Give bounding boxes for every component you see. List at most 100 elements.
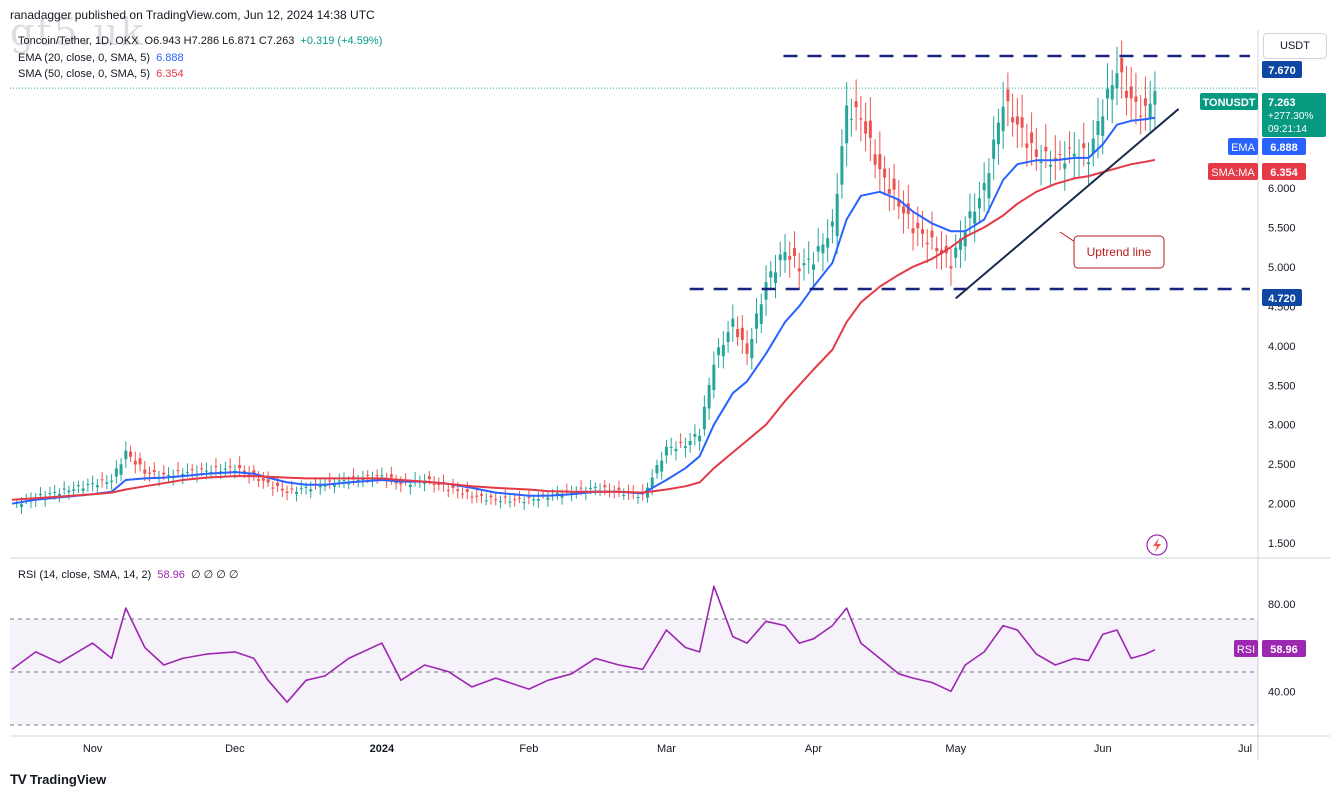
candle-body (593, 486, 597, 488)
candle-body (204, 470, 208, 472)
candle-body (1015, 116, 1019, 125)
candle-body (1148, 103, 1152, 118)
y-tick-label: 6.000 (1268, 183, 1296, 195)
x-tick-label: Dec (225, 743, 245, 755)
resistance-tag-text: 7.670 (1268, 65, 1296, 77)
ema-line (11, 116, 1156, 505)
candle-body (176, 470, 180, 472)
candle-body (271, 487, 275, 489)
sma-tag-label: SMA:MA (1211, 167, 1255, 179)
candle-body (859, 118, 863, 120)
candle-body (963, 232, 967, 247)
candle-body (470, 496, 474, 498)
candle-body (693, 434, 697, 437)
ema-tag: EMA 6.888 (1228, 138, 1306, 155)
candle-body (285, 491, 289, 494)
lightning-glyph (1153, 538, 1161, 552)
publish-header: ranadagger published on TradingView.com,… (10, 8, 375, 22)
candle-body (181, 473, 185, 476)
legend-ema[interactable]: EMA (20, close, 0, SMA, 5) 6.888 (18, 52, 184, 64)
candle-body (664, 446, 668, 456)
legend-rsi-label: RSI (14, close, SMA, 14, 2) (18, 569, 152, 581)
candle-body (759, 304, 763, 324)
candle-body (105, 482, 109, 484)
candle-body (228, 466, 232, 468)
candle-body (854, 101, 858, 108)
candle-body (650, 477, 654, 488)
candle-body (247, 474, 251, 476)
candle-body (356, 480, 360, 482)
candle-body (1129, 86, 1133, 99)
currency-button[interactable]: USDT (1263, 33, 1327, 59)
candle-body (731, 318, 735, 327)
legend-main[interactable]: Toncoin/Tether, 1D, OKX O6.943 H7.286 L6… (18, 35, 382, 47)
candle-body (48, 493, 52, 495)
candle-body (100, 479, 104, 481)
candle-body (726, 332, 730, 343)
candle-body (446, 489, 450, 491)
rsi-tick-label: 80.00 (1268, 599, 1296, 611)
candle-body (242, 470, 246, 473)
candle-body (674, 448, 678, 452)
candle-body (788, 256, 792, 260)
legend-rsi[interactable]: RSI (14, close, SMA, 14, 2) 58.96 ∅ ∅ ∅ … (18, 568, 238, 581)
candle-body (252, 470, 256, 474)
candle-body (508, 501, 512, 503)
candle-body (973, 211, 977, 224)
candle-body (740, 327, 744, 340)
candle-body (513, 499, 517, 501)
legend-rsi-value: 58.96 (157, 569, 185, 581)
candle-body (807, 258, 811, 260)
candle-body (304, 486, 308, 488)
candle-body (830, 221, 834, 227)
candle-body (257, 479, 261, 481)
sma-line (11, 158, 1156, 501)
legend-sma[interactable]: SMA (50, close, 0, SMA, 5) 6.354 (18, 68, 184, 80)
uptrend-annotation-box[interactable] (1073, 235, 1165, 269)
candle-body (1087, 162, 1091, 165)
candle-body (930, 230, 934, 238)
x-tick-label: Apr (805, 743, 822, 755)
candle-body (461, 493, 465, 495)
candle-body (769, 271, 773, 278)
candle-body (185, 471, 189, 473)
candle-body (86, 483, 90, 485)
candle-body (110, 480, 114, 482)
candle-body (864, 121, 868, 134)
candle-body (916, 222, 920, 229)
support-tag-text: 4.720 (1268, 293, 1296, 305)
candle-body (91, 483, 95, 485)
candle-body (868, 120, 872, 138)
candle-body (451, 485, 455, 488)
candle-body (1044, 146, 1048, 152)
candle-body (655, 465, 659, 474)
candle-body (1030, 132, 1034, 143)
candle-body (332, 484, 336, 487)
candle-body (1039, 161, 1043, 164)
legend-ema-value: 6.888 (156, 52, 184, 64)
candle-body (755, 313, 759, 329)
candle-body (702, 406, 706, 430)
candle-body (309, 489, 313, 492)
candle-body (1001, 106, 1005, 132)
y-tick-label: 3.500 (1268, 380, 1296, 392)
candle-body (129, 451, 133, 457)
candle-body (148, 472, 152, 474)
candle-body (1068, 147, 1072, 149)
candle-body (1063, 163, 1067, 169)
candle-body (328, 480, 332, 482)
x-tick-label: Jul (1238, 743, 1252, 755)
support-tag: 4.720 (1262, 289, 1302, 306)
candle-body (479, 494, 483, 496)
candle-body (1011, 117, 1015, 123)
candle-body (76, 485, 80, 487)
tradingview-brand[interactable]: TV TradingView (10, 771, 106, 787)
candle-body (1058, 154, 1062, 156)
candle-body (423, 482, 427, 484)
rsi-tag-label: RSI (1237, 644, 1255, 656)
candle-body (1091, 138, 1095, 154)
candle-body (119, 464, 123, 475)
candle-body (290, 488, 294, 490)
candle-body (811, 264, 815, 270)
